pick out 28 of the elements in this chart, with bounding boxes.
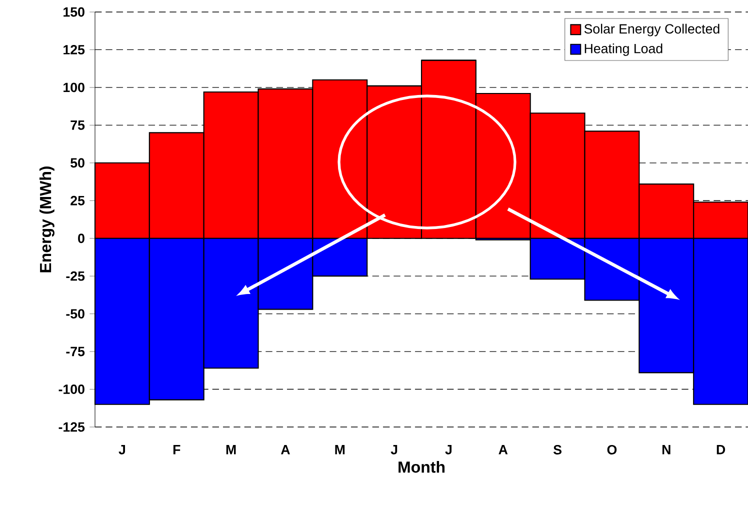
y-tick-label: -25 (66, 271, 85, 281)
x-tick-label: A (280, 445, 290, 454)
y-axis-title: Energy (MWh) (39, 166, 54, 272)
x-axis-title: Month (398, 460, 445, 473)
y-tick-label: -125 (58, 422, 85, 432)
x-tick-label: O (607, 445, 617, 454)
y-tick-label: 0 (78, 234, 84, 244)
y-tick-label: 125 (64, 45, 85, 54)
y-tick-label: -50 (66, 309, 84, 319)
y-tick-label: 100 (64, 82, 84, 92)
x-tick-label: J (445, 445, 452, 454)
x-tick-label: J (118, 445, 126, 454)
x-tick-label: D (716, 445, 726, 454)
x-tick-label: N (662, 445, 670, 454)
y-tick-label: 25 (70, 196, 85, 206)
x-tick-label: M (335, 445, 345, 454)
y-tick-label: -100 (58, 384, 84, 394)
x-tick-label: A (498, 445, 508, 454)
legend-label: Heating Load (584, 43, 662, 56)
y-tick-label: 75 (70, 120, 85, 130)
y-tick-label: 50 (70, 158, 84, 168)
y-tick-label: -75 (66, 346, 85, 356)
x-tick-label: J (390, 445, 398, 454)
x-tick-label: S (553, 445, 562, 454)
legend-label: Solar Energy Collected (584, 24, 720, 36)
x-tick-label: M (226, 445, 236, 454)
y-tick-label: 150 (64, 7, 84, 17)
x-tick-label: F (173, 445, 180, 454)
